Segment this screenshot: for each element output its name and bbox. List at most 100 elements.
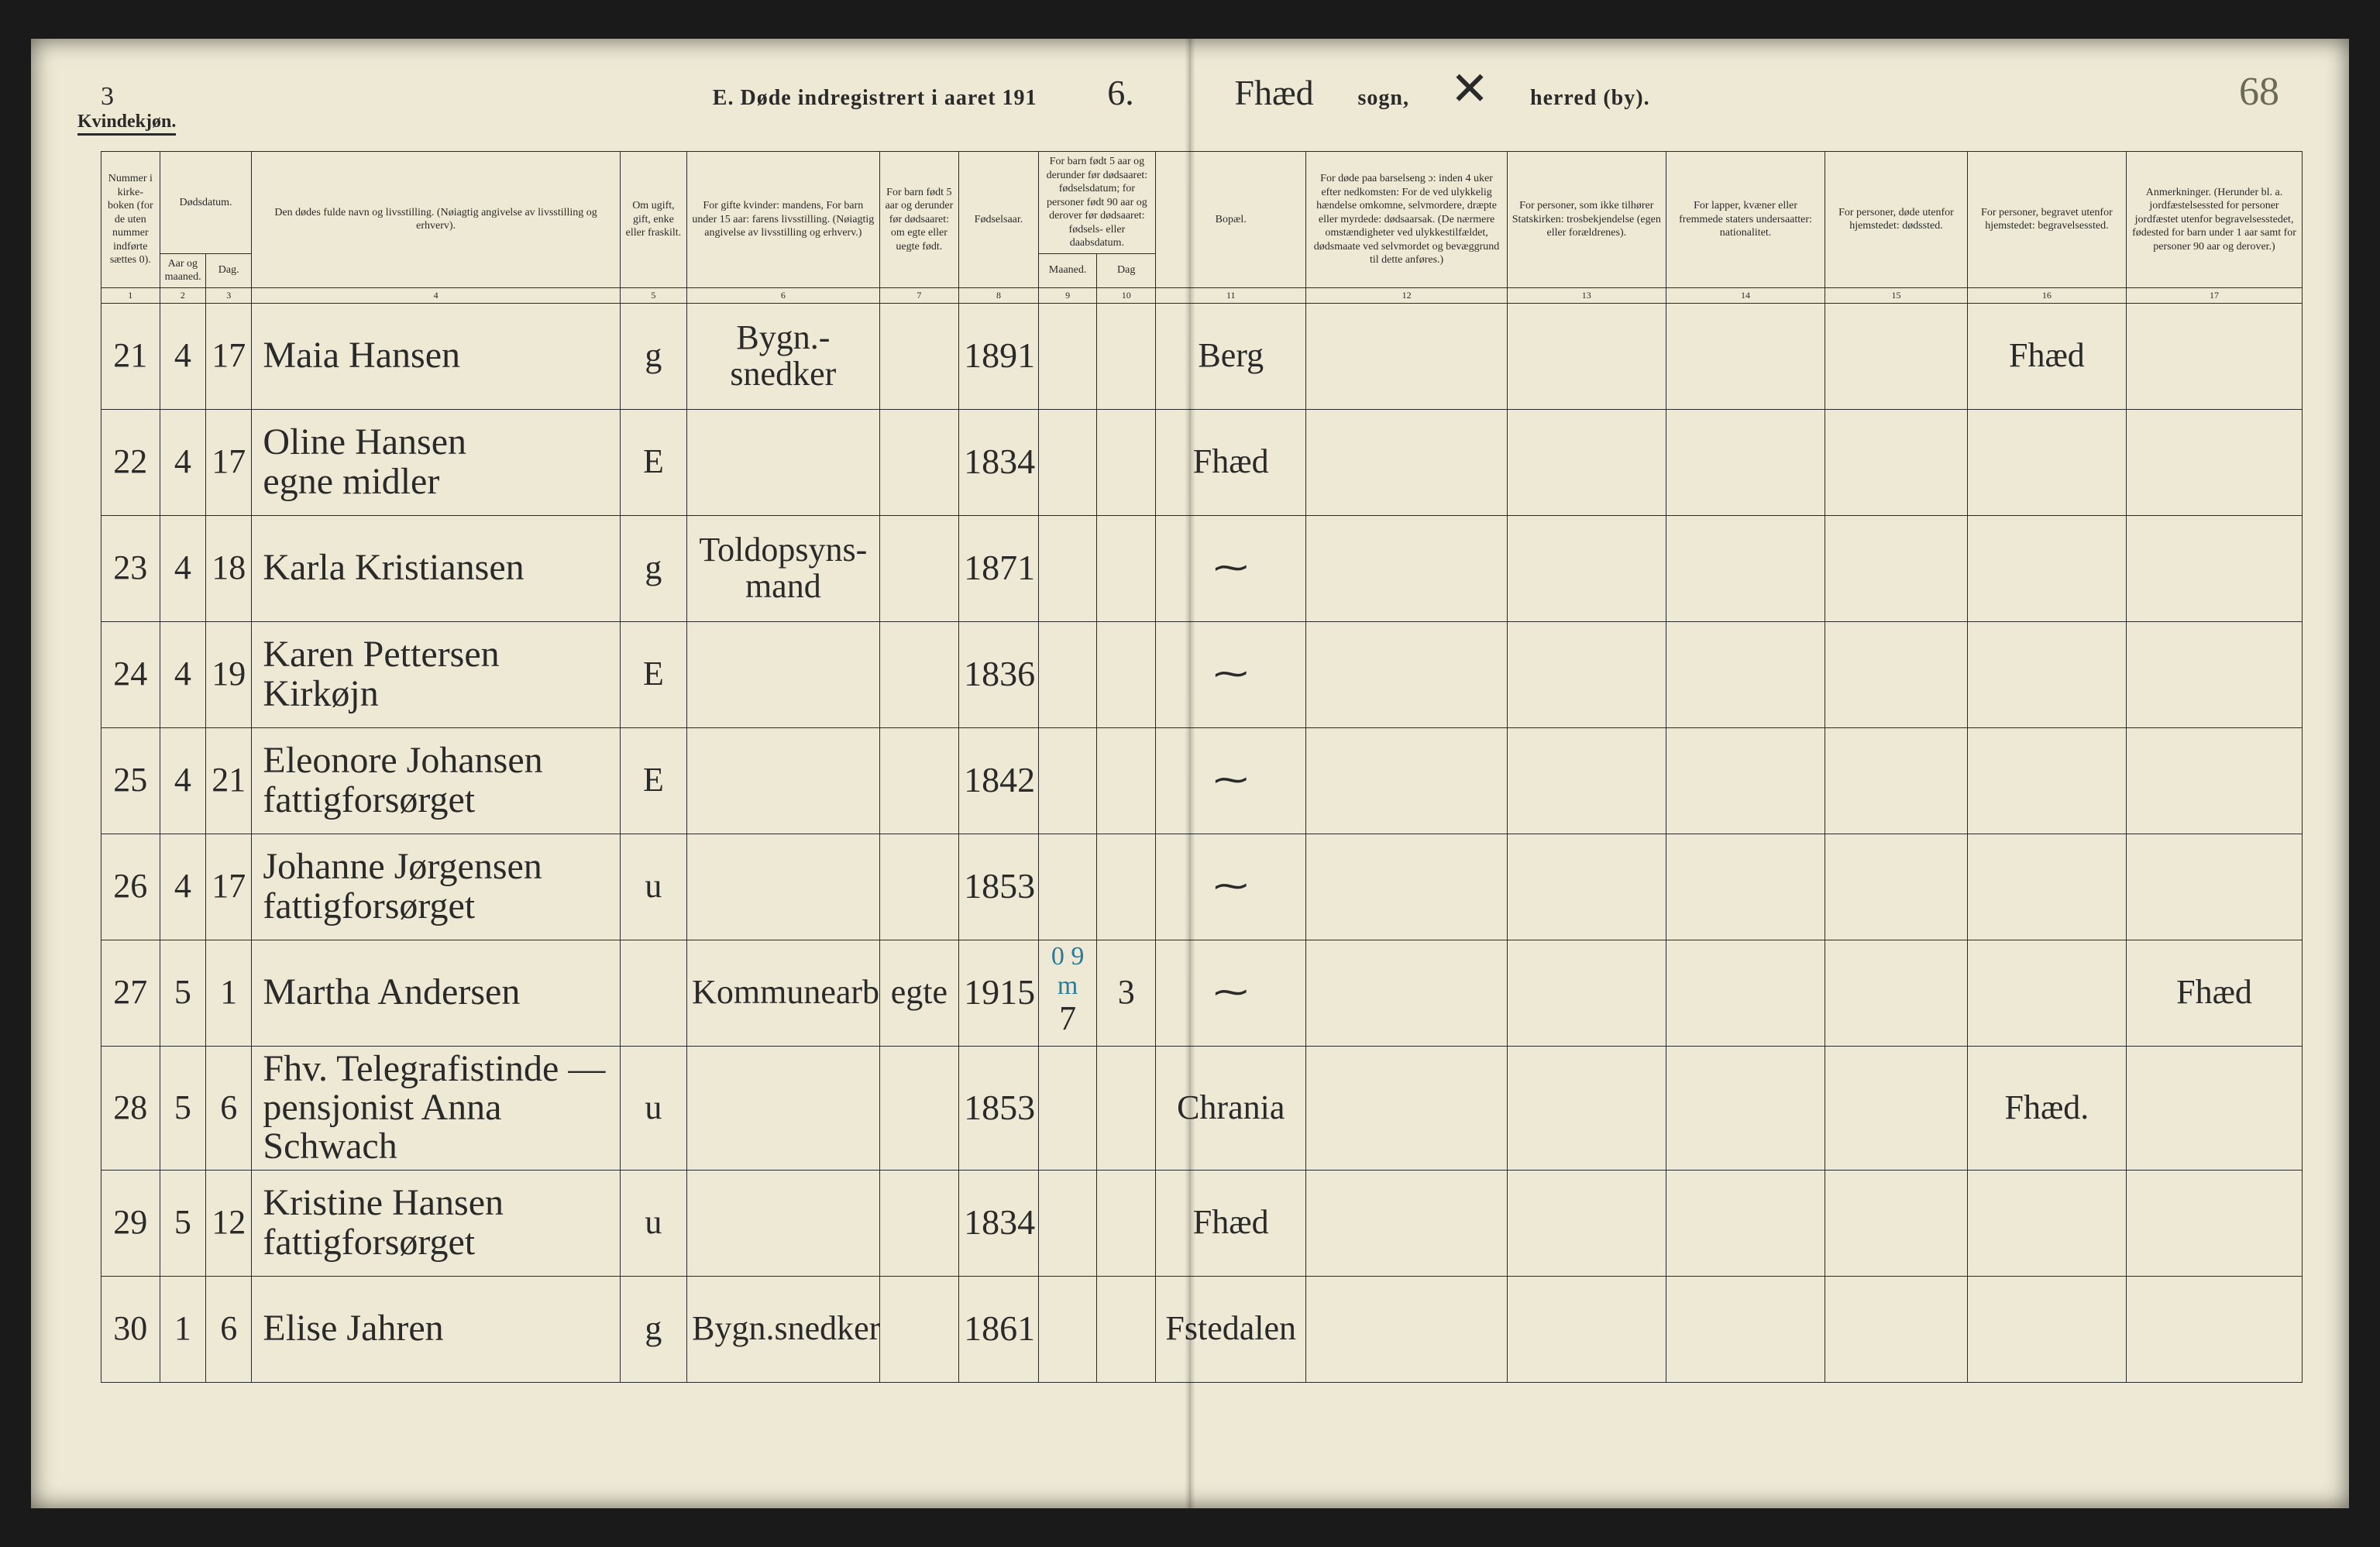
table-cell xyxy=(620,940,686,1046)
table-cell: Martha Andersen xyxy=(252,940,620,1046)
table-cell xyxy=(687,1170,879,1276)
handwritten-text: 1871 xyxy=(964,548,1035,587)
table-cell xyxy=(1097,409,1156,515)
table-cell: Chrania xyxy=(1156,1046,1306,1170)
handwritten-text: 4 xyxy=(174,336,191,374)
col-header: For personer, begravet utenfor hjemstede… xyxy=(1967,152,2126,288)
table-cell: 6 xyxy=(206,1046,252,1170)
handwritten-text: 17 xyxy=(212,336,246,374)
table-cell xyxy=(2127,834,2303,940)
colnum: 12 xyxy=(1306,287,1507,303)
table-cell xyxy=(1507,409,1666,515)
table-cell xyxy=(879,303,959,409)
handwritten-text: 28 xyxy=(113,1088,147,1126)
table-cell xyxy=(1038,409,1097,515)
handwritten-text: Oline Hansen egne midler xyxy=(263,421,466,501)
table-cell xyxy=(879,409,959,515)
table-cell xyxy=(1507,515,1666,621)
colnum: 3 xyxy=(206,287,252,303)
table-cell: Fhv. Telegrafistinde — pensjonist Anna S… xyxy=(252,1046,620,1170)
table-cell xyxy=(1967,940,2126,1046)
table-cell xyxy=(1038,303,1097,409)
table-cell xyxy=(1507,940,1666,1046)
handwritten-text: Fstedalen xyxy=(1165,1309,1296,1347)
handwritten-text: ⁓ xyxy=(1214,973,1248,1011)
handwritten-text: Karen Pettersen Kirkøjn xyxy=(263,634,499,713)
col-header: Anmerkninger. (Herunder bl. a. jordfæste… xyxy=(2127,152,2303,288)
table-cell: 12 xyxy=(206,1170,252,1276)
handwritten-text: Bygn.snedker xyxy=(692,1309,880,1347)
handwritten-text: Elise Jahren xyxy=(263,1308,443,1349)
colnum: 13 xyxy=(1507,287,1666,303)
handwritten-text: 4 xyxy=(174,761,191,799)
handwritten-text: 1834 xyxy=(964,442,1035,481)
handwritten-text: Fhæd. xyxy=(2004,1088,2089,1126)
table-cell: 19 xyxy=(206,621,252,727)
table-cell xyxy=(687,1046,879,1170)
table-cell xyxy=(1306,621,1507,727)
table-cell: 17 xyxy=(206,303,252,409)
table-cell xyxy=(1825,409,1968,515)
table-row: 3016Elise JahrengBygn.snedker1861Fstedal… xyxy=(101,1276,2303,1382)
table-cell: Johanne Jørgensen fattigforsørget xyxy=(252,834,620,940)
handwritten-text: 24 xyxy=(113,655,147,693)
col-header: Den dødes fulde navn og livsstilling. (N… xyxy=(252,152,620,288)
handwritten-text: E xyxy=(643,442,664,480)
table-cell xyxy=(1306,303,1507,409)
table-cell xyxy=(1666,940,1825,1046)
handwritten-text: 4 xyxy=(174,867,191,905)
colnum: 7 xyxy=(879,287,959,303)
handwritten-text: 1842 xyxy=(964,760,1035,799)
col-header: For barn født 5 aar og derunder før døds… xyxy=(879,152,959,288)
table-row: 29512Kristine Hansen fattigforsørgetu183… xyxy=(101,1170,2303,1276)
handwritten-text: 1 xyxy=(174,1309,191,1347)
table-cell: Oline Hansen egne midler xyxy=(252,409,620,515)
table-cell: ⁓ xyxy=(1156,727,1306,834)
table-cell xyxy=(1967,727,2126,834)
table-cell xyxy=(1306,1276,1507,1382)
handwritten-text: Eleonore Johansen fattigforsørget xyxy=(263,740,542,820)
table-cell xyxy=(2127,303,2303,409)
table-cell xyxy=(2127,621,2303,727)
table-cell xyxy=(687,834,879,940)
handwritten-text: 1 xyxy=(220,973,237,1011)
sogn-script: Fhæd xyxy=(1205,72,1344,113)
table-cell xyxy=(1666,727,1825,834)
handwritten-text: Fhæd xyxy=(1193,1203,1269,1241)
table-cell: 23 xyxy=(101,515,160,621)
handwritten-text: Chrania xyxy=(1177,1088,1285,1126)
table-cell xyxy=(1306,409,1507,515)
col-header: Om ugift, gift, enke eller fraskilt. xyxy=(620,152,686,288)
table-cell xyxy=(1306,727,1507,834)
handwritten-text: ⁓ xyxy=(1214,548,1248,586)
table-cell xyxy=(1666,409,1825,515)
top-left-block: 3 Kvindekjøn. xyxy=(101,82,176,132)
colnum: 14 xyxy=(1666,287,1825,303)
table-cell: E xyxy=(620,727,686,834)
handwritten-text: Fhv. Telegrafistinde — pensjonist Anna S… xyxy=(263,1048,605,1167)
table-cell: Karen Pettersen Kirkøjn xyxy=(252,621,620,727)
table-cell xyxy=(1666,1276,1825,1382)
colnum: 9 xyxy=(1038,287,1097,303)
table-row: 23418Karla KristiansengToldopsyns- mand1… xyxy=(101,515,2303,621)
handwritten-text: Fhæd xyxy=(2009,336,2085,374)
header-line: 3 Kvindekjøn. E. Døde indregistrert i aa… xyxy=(101,62,2303,136)
table-cell: Kristine Hansen fattigforsørget xyxy=(252,1170,620,1276)
handwritten-text: 5 xyxy=(174,1088,191,1126)
handwritten-text: Kommunearb xyxy=(692,973,879,1011)
table-cell: 1871 xyxy=(959,515,1039,621)
handwritten-text: egte xyxy=(891,973,948,1011)
handwritten-text: 1834 xyxy=(964,1202,1035,1242)
table-cell: 22 xyxy=(101,409,160,515)
handwritten-text: Kristine Hansen fattigforsørget xyxy=(263,1182,504,1262)
table-cell xyxy=(687,621,879,727)
table-cell: 21 xyxy=(101,303,160,409)
handwritten-text: 25 xyxy=(113,761,147,799)
table-cell xyxy=(879,834,959,940)
table-cell: 27 xyxy=(101,940,160,1046)
table-cell xyxy=(1825,727,1968,834)
table-cell xyxy=(1097,303,1156,409)
table-cell xyxy=(1666,515,1825,621)
handwritten-text: Maia Hansen xyxy=(263,335,460,376)
handwritten-text: Martha Andersen xyxy=(263,971,520,1012)
